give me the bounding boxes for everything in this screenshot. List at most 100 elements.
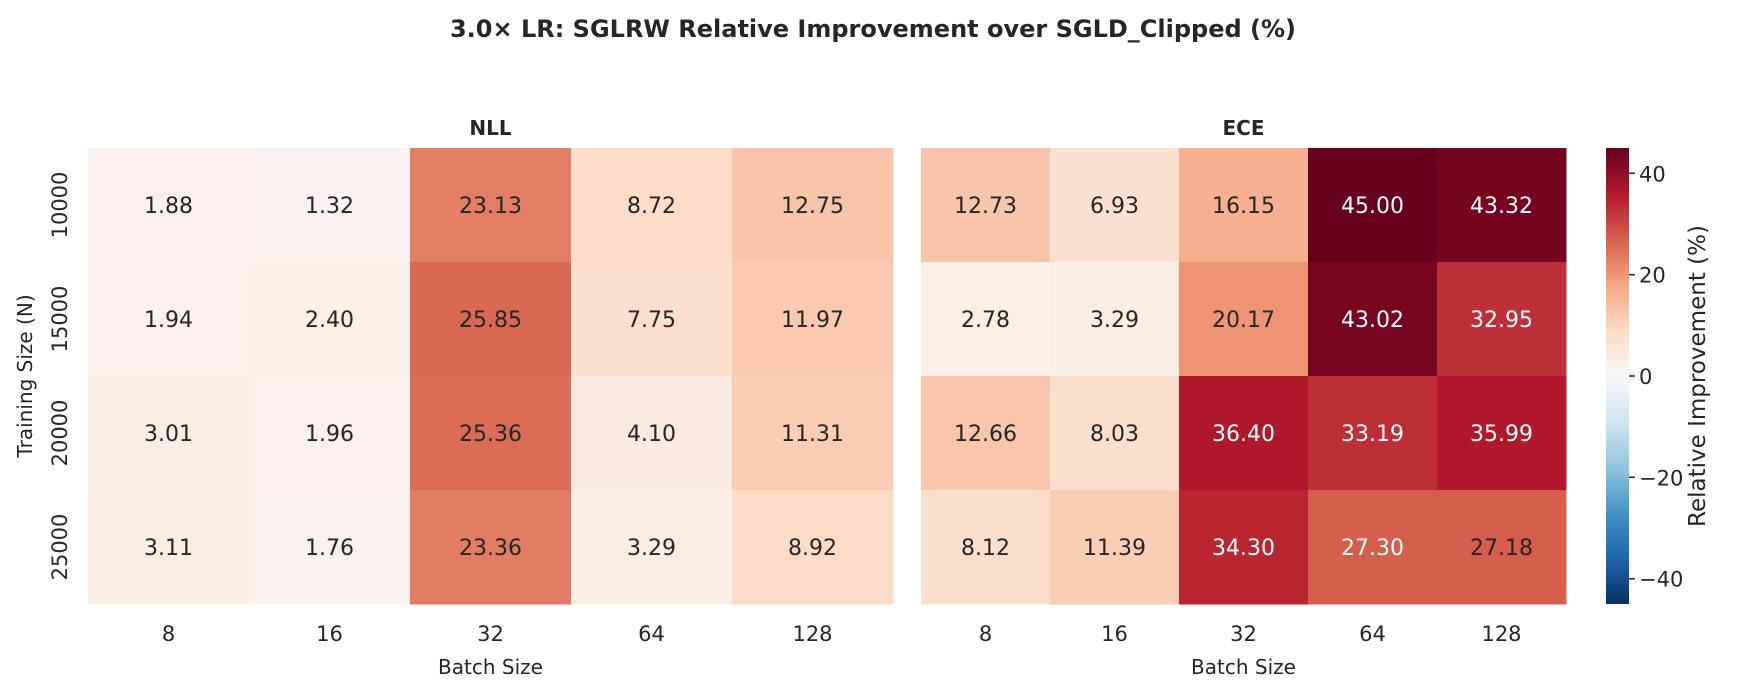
- heatmap-cell: [410, 490, 572, 605]
- cell-value-label: 8.92: [788, 536, 837, 561]
- heatmap-cell: [1179, 148, 1309, 263]
- heatmap-cell: [1050, 262, 1180, 377]
- cell-value-label: 32.95: [1470, 308, 1533, 333]
- cell-value-label: 23.36: [459, 536, 522, 561]
- cell-value-label: 35.99: [1470, 422, 1533, 447]
- cell-value-label: 34.30: [1212, 536, 1275, 561]
- cell-value-label: 3.11: [144, 536, 193, 561]
- heatmap-cell: [249, 376, 411, 491]
- cell-value-label: 2.78: [961, 308, 1010, 333]
- cell-value-label: 12.66: [954, 422, 1017, 447]
- colorbar-label: Relative Improvement (%): [1685, 225, 1711, 527]
- colorbar-tick-label: 20: [1639, 264, 1666, 288]
- cell-value-label: 16.15: [1212, 194, 1275, 219]
- heatmap-cell: [732, 148, 894, 263]
- cell-value-label: 36.40: [1212, 422, 1275, 447]
- cell-value-label: 3.29: [627, 536, 676, 561]
- heatmap-cell: [732, 376, 894, 491]
- heatmap-cell: [1437, 262, 1567, 377]
- heatmap-cell: [410, 262, 572, 377]
- heatmap-panel-nll: NLL 1.88 1.32 23.13 8.72 12.75 1.94 2.40 25.85 7.…: [13, 116, 894, 679]
- x-tick-label: 64: [638, 622, 665, 646]
- cell-value-label: 7.75: [627, 308, 676, 333]
- heatmap-cell: [571, 148, 733, 263]
- x-tick-label: 128: [792, 622, 832, 646]
- x-tick-label: 16: [1101, 622, 1128, 646]
- x-tick-label: 32: [477, 622, 504, 646]
- heatmap-cell: [1179, 490, 1309, 605]
- heatmap-panel-ece: ECE 12.73 6.93 16.15 45.00 43.32 2.78 3.29 20.17…: [921, 116, 1567, 679]
- cell-value-label: 33.19: [1341, 422, 1404, 447]
- colorbar-tick-label: 40: [1639, 162, 1666, 186]
- heatmap-cell: [1437, 376, 1567, 491]
- heatmap-cell: [1308, 376, 1438, 491]
- y-tick-label: 10000: [48, 172, 72, 239]
- x-tick-label: 64: [1359, 622, 1386, 646]
- cell-value-label: 11.39: [1083, 536, 1146, 561]
- heatmap-cell: [921, 262, 1051, 377]
- figure-title: 3.0× LR: SGLRW Relative Improvement over…: [450, 15, 1296, 43]
- x-tick-label: 8: [979, 622, 992, 646]
- heatmap-cell: [249, 148, 411, 263]
- heatmap-cell: [249, 490, 411, 605]
- x-axis-label: Batch Size: [438, 655, 543, 679]
- cell-value-label: 27.18: [1470, 536, 1533, 561]
- heatmap-cell: [1437, 490, 1567, 605]
- heatmap-cell: [1050, 376, 1180, 491]
- cell-value-label: 1.94: [144, 308, 193, 333]
- heatmap-cell: [88, 376, 250, 491]
- heatmap-cell: [88, 148, 250, 263]
- heatmap-cell: [1050, 148, 1180, 263]
- heatmap-cell: [249, 262, 411, 377]
- x-tick-label: 16: [316, 622, 343, 646]
- colorbar-tick-label: −40: [1639, 568, 1683, 592]
- y-axis-label: Training Size (N): [13, 294, 37, 458]
- heatmap-cell: [732, 490, 894, 605]
- y-tick-label: 25000: [48, 514, 72, 581]
- heatmap-cell: [921, 376, 1051, 491]
- cell-value-label: 1.96: [305, 422, 354, 447]
- cell-value-label: 43.32: [1470, 194, 1533, 219]
- y-tick-label: 20000: [48, 400, 72, 467]
- cell-value-label: 23.13: [459, 194, 522, 219]
- cell-value-label: 1.32: [305, 194, 354, 219]
- cell-value-label: 12.75: [781, 194, 844, 219]
- heatmap-cell: [921, 148, 1051, 263]
- cell-value-label: 2.40: [305, 308, 354, 333]
- panel-title: NLL: [469, 116, 511, 140]
- cell-value-label: 25.85: [459, 308, 522, 333]
- cell-value-label: 1.76: [305, 536, 354, 561]
- cell-value-label: 25.36: [459, 422, 522, 447]
- heatmap-cell: [410, 148, 572, 263]
- cell-value-label: 20.17: [1212, 308, 1275, 333]
- heatmap-cell: [1179, 262, 1309, 377]
- heatmap-cell: [88, 262, 250, 377]
- x-tick-label: 128: [1481, 622, 1521, 646]
- y-tick-label: 15000: [48, 286, 72, 353]
- colorbar: 40 20 0 −20 −40 Relative Improvement (%): [1606, 148, 1711, 604]
- heatmap-cell: [732, 262, 894, 377]
- cell-value-label: 3.01: [144, 422, 193, 447]
- heatmap-cell: [1179, 376, 1309, 491]
- cell-value-label: 8.72: [627, 194, 676, 219]
- cell-value-label: 27.30: [1341, 536, 1404, 561]
- cell-value-label: 8.03: [1090, 422, 1139, 447]
- heatmap-cell: [1437, 148, 1567, 263]
- heatmap-cell: [571, 262, 733, 377]
- heatmap-cell: [1308, 262, 1438, 377]
- colorbar-tick-label: 0: [1639, 365, 1652, 389]
- cell-value-label: 8.12: [961, 536, 1010, 561]
- cell-value-label: 6.93: [1090, 194, 1139, 219]
- x-tick-label: 8: [162, 622, 175, 646]
- heatmap-cell: [571, 490, 733, 605]
- heatmap-cell: [571, 376, 733, 491]
- heatmap-cell: [1050, 490, 1180, 605]
- heatmap-cell: [1308, 148, 1438, 263]
- colorbar-gradient: [1606, 148, 1629, 604]
- cell-value-label: 12.73: [954, 194, 1017, 219]
- panel-title: ECE: [1222, 116, 1264, 140]
- x-axis-label: Batch Size: [1191, 655, 1296, 679]
- cell-value-label: 3.29: [1090, 308, 1139, 333]
